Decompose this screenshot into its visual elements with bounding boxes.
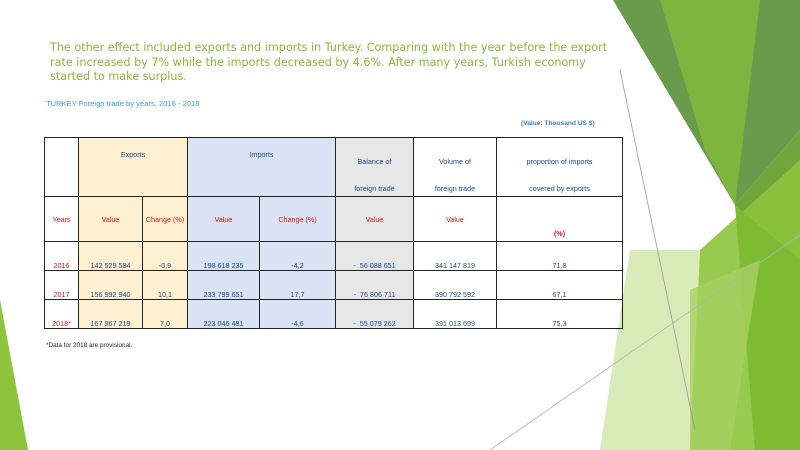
imports-change-cell: 17,7 [259, 270, 336, 300]
exports-value-cell: 142 529 584 [78, 241, 143, 271]
imports-change-cell: -4,6 [259, 299, 336, 329]
corner-cell [44, 137, 79, 197]
proportion-header: proportion of imports covered by exports [496, 137, 623, 197]
imports-value-cell: 198 618 235 [187, 241, 260, 271]
balance-header: Balance of foreign trade [335, 137, 414, 197]
balance-value-cell: - 55 079 262 [335, 299, 414, 329]
year-cell: 2018* [44, 299, 79, 329]
footnote: *Data for 2018 are provisional. [46, 342, 133, 349]
imports-change-header: Change (%) [259, 196, 336, 242]
volume-header: Volume of foreign trade [413, 137, 497, 197]
foreign-trade-table: Exports Imports Balance of foreign trade … [44, 137, 623, 329]
year-cell: 2017 [44, 270, 79, 300]
volume-value-cell: 391 013 699 [413, 299, 497, 329]
exports-change-cell: 7,0 [142, 299, 188, 329]
exports-value-header: Value [78, 196, 143, 242]
volume-value-header: Value [413, 196, 497, 242]
proportion-cell: 75,3 [496, 299, 623, 329]
balance-value-cell: - 76 806 711 [335, 270, 414, 300]
imports-header: Imports [187, 137, 336, 197]
balance-value-cell: - 56 088 651 [335, 241, 414, 271]
exports-value-cell: 156 992 940 [78, 270, 143, 300]
proportion-cell: 67,1 [496, 270, 623, 300]
exports-change-header: Change (%) [142, 196, 188, 242]
imports-value-cell: 223 046 481 [187, 299, 260, 329]
table-row: 2017 156 992 940 10,1 233 799 651 17,7 -… [44, 270, 623, 300]
headline-text: The other effect included exports and im… [50, 41, 608, 83]
table-row: 2018* 167 967 219 7,0 223 046 481 -4,6 -… [44, 299, 623, 329]
balance-value-header: Value [335, 196, 414, 242]
years-header: Years [44, 196, 79, 242]
volume-value-cell: 390 792 592 [413, 270, 497, 300]
table-row: 2016 142 529 584 -0,9 198 618 235 -4,2 -… [44, 241, 623, 271]
table-group-header-row: Exports Imports Balance of foreign trade … [44, 137, 623, 197]
exports-change-cell: -0,9 [142, 241, 188, 271]
volume-value-cell: 341 147 819 [413, 241, 497, 271]
imports-change-cell: -4,2 [259, 241, 336, 271]
table-sub-header-row: Years Value Change (%) Value Change (%) … [44, 196, 623, 242]
proportion-cell: 71,8 [496, 241, 623, 271]
exports-header: Exports [78, 137, 188, 197]
imports-value-cell: 233 799 651 [187, 270, 260, 300]
unit-note: (Value: Thousand US $) [521, 120, 595, 127]
imports-value-header: Value [187, 196, 260, 242]
exports-value-cell: 167 967 219 [78, 299, 143, 329]
table-title: TURKEY Foreign trade by years, 2016 - 20… [46, 99, 200, 108]
year-cell: 2016 [44, 241, 79, 271]
exports-change-cell: 10,1 [142, 270, 188, 300]
proportion-unit-header: (%) [496, 196, 623, 242]
